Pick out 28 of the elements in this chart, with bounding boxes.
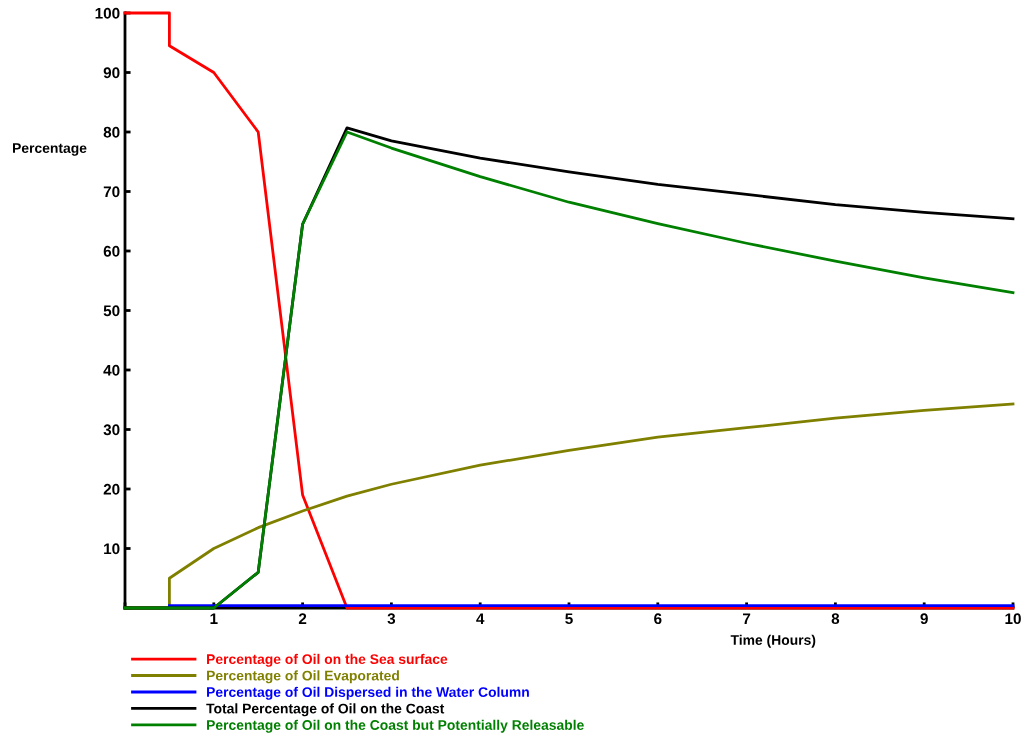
- y-tick-label: 70: [103, 186, 120, 198]
- x-tick-label: 3: [387, 613, 396, 625]
- y-tick-label: 60: [103, 245, 120, 257]
- legend-label: Total Percentage of Oil on the Coast: [206, 703, 445, 717]
- x-axis-title: Time (Hours): [730, 634, 816, 648]
- y-tick-label: 30: [103, 424, 120, 436]
- legend-label: Percentage of Oil on the Coast but Potentially Releasable: [207, 719, 584, 733]
- y-tick-label: 10: [104, 543, 120, 555]
- y-tick-label: 90: [103, 67, 120, 79]
- x-tick-label: 7: [743, 613, 751, 624]
- y-tick-label: 80: [103, 126, 120, 138]
- y-axis-title: Percentage: [13, 143, 87, 156]
- x-tick-label: 10: [1005, 613, 1021, 625]
- legend-label: Percentage of Oil on the Sea surface: [207, 653, 448, 667]
- x-tick-label: 8: [831, 613, 840, 625]
- legend-label: Percentage of Oil Evaporated: [207, 670, 399, 684]
- x-tick-label: 6: [654, 613, 662, 625]
- y-tick-label: 100: [95, 7, 120, 19]
- x-tick-label: 1: [210, 613, 218, 624]
- x-tick-label: 2: [298, 613, 307, 624]
- x-tick-label: 9: [920, 613, 928, 625]
- y-tick-label: 50: [103, 305, 120, 317]
- line-series: [123, 11, 1015, 610]
- x-tick-label: 5: [565, 613, 573, 625]
- y-tick-label: 40: [103, 364, 120, 376]
- y-tick-label: 20: [103, 483, 120, 495]
- x-tick-label: 4: [476, 613, 485, 624]
- legend-label: Percentage of Oil Dispersed in the Water Column: [207, 686, 529, 700]
